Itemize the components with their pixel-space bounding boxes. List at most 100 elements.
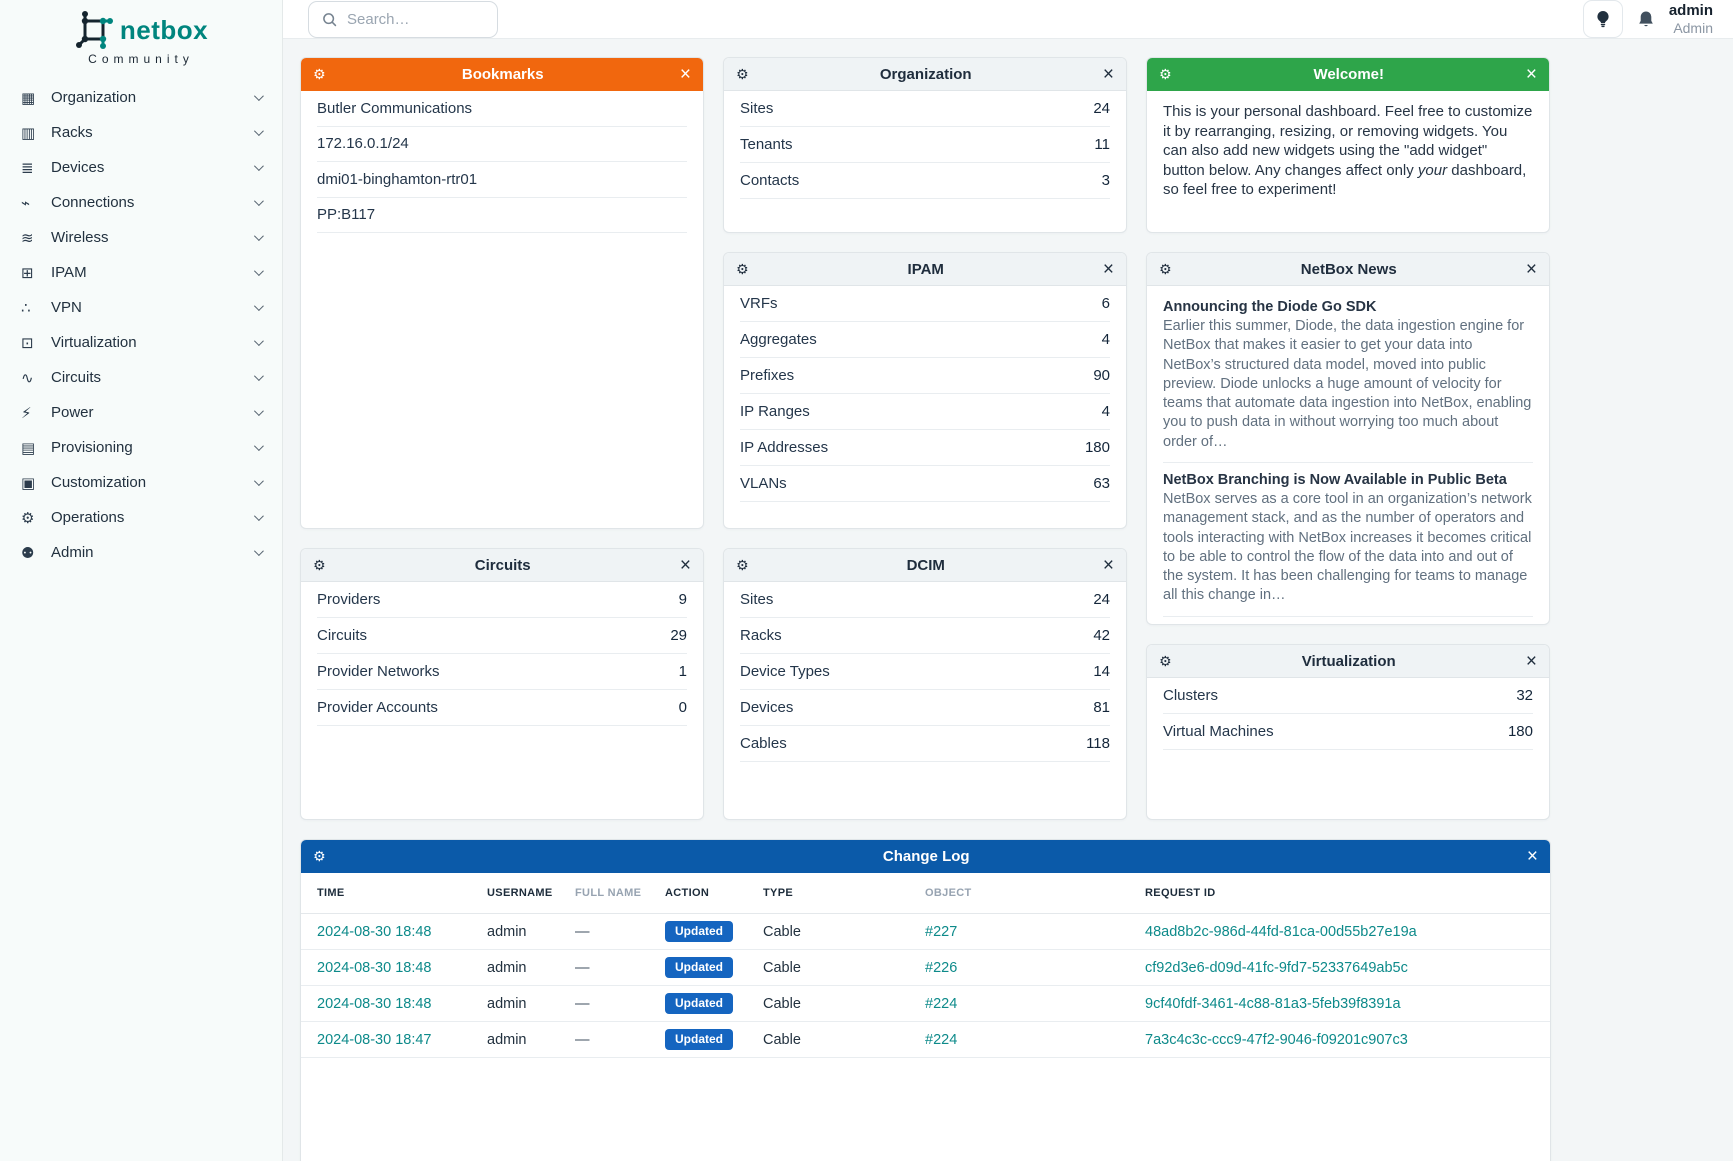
gear-icon[interactable]: ⚙ <box>736 556 749 573</box>
bookmark-row: dmi01-binghamton-rtr01 <box>317 162 687 198</box>
column-header-type: TYPE <box>763 887 794 899</box>
gear-icon[interactable]: ⚙ <box>1159 65 1172 82</box>
gear-icon[interactable]: ⚙ <box>313 847 326 864</box>
chevron-down-icon <box>253 511 264 522</box>
bookmark-link[interactable]: PP:B117 <box>317 206 376 224</box>
close-icon[interactable]: × <box>1525 650 1537 672</box>
gear-icon[interactable]: ⚙ <box>1159 260 1172 277</box>
change-object-link[interactable]: #227 <box>925 923 958 940</box>
stat-label[interactable]: Devices <box>740 699 794 716</box>
stat-label[interactable]: Provider Accounts <box>317 699 438 716</box>
stat-label[interactable]: Virtual Machines <box>1163 723 1274 740</box>
stat-label[interactable]: Cables <box>740 735 787 752</box>
stat-value: 118 <box>1086 735 1110 752</box>
change-time-link[interactable]: 2024-08-30 18:48 <box>317 923 432 940</box>
news-item: A New Look For NetBox and NetBox Labs <box>1163 617 1533 624</box>
theme-toggle-button[interactable] <box>1582 0 1623 38</box>
change-object-link[interactable]: #224 <box>925 995 958 1012</box>
stat-value: 14 <box>1093 663 1110 680</box>
close-icon[interactable]: × <box>1102 63 1114 85</box>
bookmark-link[interactable]: Butler Communications <box>317 99 473 117</box>
sidebar-item-devices[interactable]: ≣ Devices <box>0 150 282 185</box>
sidebar-item-virtualization[interactable]: ⊡ Virtualization <box>0 325 282 360</box>
stat-row: Prefixes 90 <box>740 358 1110 394</box>
stat-label[interactable]: Provider Networks <box>317 663 440 680</box>
chevron-down-icon <box>253 91 264 102</box>
logo[interactable]: netbox Community <box>0 0 282 72</box>
close-icon[interactable]: × <box>679 554 691 576</box>
sidebar-item-operations[interactable]: ⚙ Operations <box>0 500 282 535</box>
stat-label[interactable]: Tenants <box>740 136 793 153</box>
change-time-link[interactable]: 2024-08-30 18:48 <box>317 995 432 1012</box>
close-icon[interactable]: × <box>1102 258 1114 280</box>
sidebar-item-vpn[interactable]: ∴ VPN <box>0 290 282 325</box>
change-request-id-link[interactable]: cf92d3e6-d09d-41fc-9fd7-52337649ab5c <box>1145 959 1408 976</box>
stat-label[interactable]: Aggregates <box>740 331 817 348</box>
power-icon: ⚡ <box>21 404 32 422</box>
close-icon[interactable]: × <box>679 63 691 85</box>
sidebar-item-circuits[interactable]: ∿ Circuits <box>0 360 282 395</box>
news-text: Earlier this summer, Diode, the data ing… <box>1163 318 1532 450</box>
sidebar-item-connections[interactable]: ⌁ Connections <box>0 185 282 220</box>
change-full-name: — <box>575 1031 590 1048</box>
admin-icon: ⚉ <box>21 544 35 562</box>
sidebar-item-label: IPAM <box>51 264 87 281</box>
sidebar-item-power[interactable]: ⚡ Power <box>0 395 282 430</box>
change-request-id-link[interactable]: 9cf40fdf-3461-4c88-81a3-5feb39f8391a <box>1145 995 1401 1012</box>
sidebar-item-wireless[interactable]: ≋ Wireless <box>0 220 282 255</box>
stat-label[interactable]: VRFs <box>740 295 778 312</box>
change-time-link[interactable]: 2024-08-30 18:47 <box>317 1031 432 1048</box>
close-icon[interactable]: × <box>1525 258 1537 280</box>
sidebar-item-admin[interactable]: ⚉ Admin <box>0 535 282 570</box>
column-header-action: ACTION <box>665 887 710 899</box>
change-username: admin <box>487 995 527 1012</box>
news-headline[interactable]: NetBox Branching is Now Available in Pub… <box>1163 471 1507 488</box>
stat-label[interactable]: Racks <box>740 627 782 644</box>
stat-label[interactable]: Clusters <box>1163 687 1219 704</box>
user-menu[interactable]: admin Admin <box>1669 2 1713 35</box>
news-headline[interactable]: Announcing the Diode Go SDK <box>1163 299 1377 315</box>
chevron-down-icon <box>253 196 264 207</box>
topbar: admin Admin <box>283 0 1733 39</box>
stat-row: Devices 81 <box>740 690 1110 726</box>
change-time-link[interactable]: 2024-08-30 18:48 <box>317 959 432 976</box>
netbox-news-widget: ⚙ NetBox News × Announcing the Diode Go … <box>1146 252 1550 625</box>
stat-label[interactable]: Contacts <box>740 172 800 189</box>
sidebar-item-provisioning[interactable]: ▤ Provisioning <box>0 430 282 465</box>
sidebar-item-racks[interactable]: ▥ Racks <box>0 115 282 150</box>
change-username: admin <box>487 959 527 976</box>
action-badge: Updated <box>665 993 733 1014</box>
sidebar-item-ipam[interactable]: ⊞ IPAM <box>0 255 282 290</box>
stat-label[interactable]: Circuits <box>317 627 368 644</box>
bookmark-link[interactable]: dmi01-binghamton-rtr01 <box>317 170 478 188</box>
stat-label[interactable]: IP Addresses <box>740 439 829 456</box>
gear-icon[interactable]: ⚙ <box>1159 652 1172 669</box>
search-box[interactable] <box>308 0 498 38</box>
stat-label[interactable]: Sites <box>740 100 774 117</box>
gear-icon[interactable]: ⚙ <box>313 65 326 82</box>
search-input[interactable] <box>347 10 467 28</box>
close-icon[interactable]: × <box>1102 554 1114 576</box>
gear-icon[interactable]: ⚙ <box>736 65 749 82</box>
customization-icon: ▣ <box>21 474 36 492</box>
gear-icon[interactable]: ⚙ <box>313 556 326 573</box>
close-icon[interactable]: × <box>1525 63 1537 85</box>
change-object-link[interactable]: #224 <box>925 1031 958 1048</box>
stat-label[interactable]: Prefixes <box>740 367 795 384</box>
stat-label[interactable]: IP Ranges <box>740 403 810 420</box>
change-object-link[interactable]: #226 <box>925 959 958 976</box>
bookmark-link[interactable]: 172.16.0.1/24 <box>317 135 409 153</box>
change-request-id-link[interactable]: 48ad8b2c-986d-44fd-81ca-00d55b27e19a <box>1145 923 1417 940</box>
devices-icon: ≣ <box>21 159 34 177</box>
sidebar-item-organization[interactable]: ▦ Organization <box>0 80 282 115</box>
stat-label[interactable]: Device Types <box>740 663 830 680</box>
close-icon[interactable]: × <box>1526 845 1538 867</box>
stat-label[interactable]: Sites <box>740 591 774 608</box>
sidebar-item-customization[interactable]: ▣ Customization <box>0 465 282 500</box>
change-request-id-link[interactable]: 7a3c4c3c-ccc9-47f2-9046-f09201c907c3 <box>1145 1031 1408 1048</box>
stat-label[interactable]: VLANs <box>740 475 787 492</box>
organization-widget: ⚙ Organization × Sites 24 Tenants 11 <box>723 57 1127 233</box>
stat-label[interactable]: Providers <box>317 591 381 608</box>
gear-icon[interactable]: ⚙ <box>736 260 749 277</box>
notifications-button[interactable] <box>1637 10 1655 29</box>
